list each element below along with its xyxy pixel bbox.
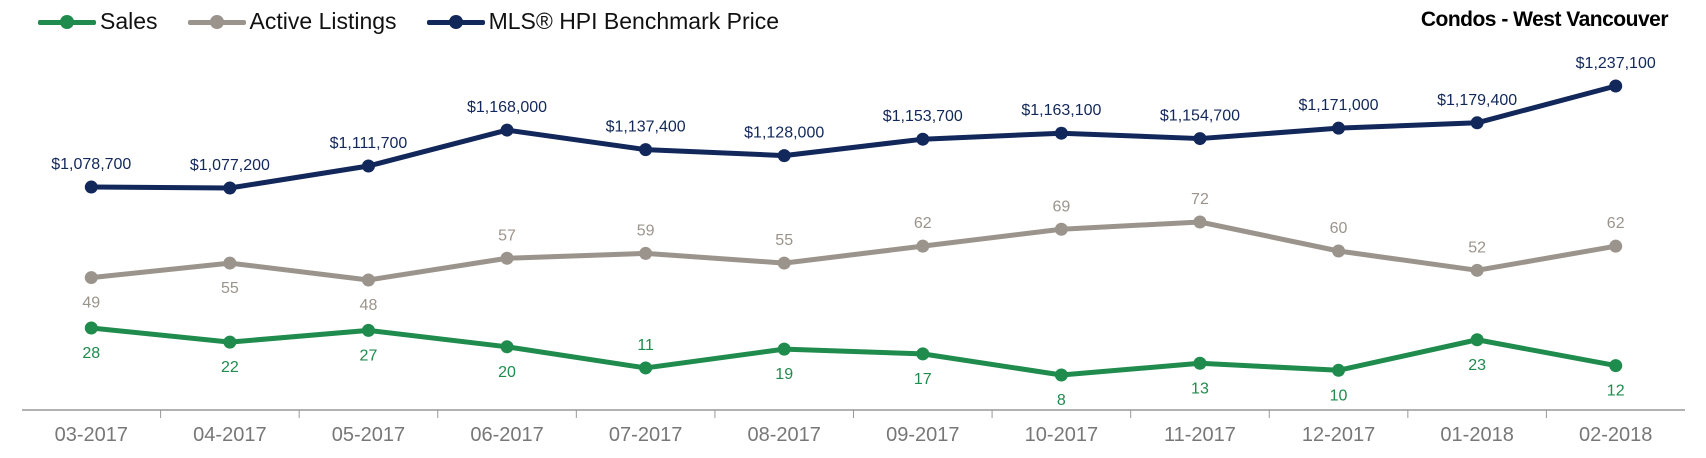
data-point-listings: [223, 256, 237, 270]
data-point-listings: [1609, 239, 1623, 253]
chart-legend: Sales Active Listings MLS® HPI Benchmark…: [38, 8, 809, 35]
legend-label-sales: Sales: [100, 8, 158, 34]
x-tick-label: 02-2018: [1579, 424, 1652, 446]
data-point-hpi: [1332, 121, 1346, 135]
data-label-listings: 48: [360, 297, 378, 314]
data-label-listings: 62: [1607, 215, 1625, 232]
data-point-sales: [84, 321, 98, 335]
legend-label-listings: Active Listings: [249, 8, 397, 34]
data-label-sales: 28: [82, 345, 100, 362]
data-point-listings: [1470, 263, 1484, 277]
data-point-listings: [916, 239, 930, 253]
x-tick-label: 03-2017: [55, 424, 128, 446]
data-label-sales: 27: [360, 347, 378, 364]
data-label-hpi: $1,154,700: [1160, 108, 1240, 125]
data-point-hpi: [1054, 126, 1068, 140]
legend-swatch-listings: [187, 14, 246, 30]
data-point-hpi: [1609, 79, 1623, 93]
data-point-sales: [777, 342, 791, 356]
series-line-sales: [88, 325, 1619, 378]
x-tick-label: 09-2017: [886, 424, 959, 446]
data-label-sales: 12: [1607, 383, 1625, 400]
data-point-sales: [1193, 356, 1207, 370]
data-label-hpi: $1,153,700: [883, 108, 963, 125]
legend-swatch-sales: [38, 14, 96, 30]
data-point-hpi: [639, 143, 653, 157]
x-tick-label: 08-2017: [748, 424, 821, 446]
data-label-hpi: $1,179,400: [1437, 92, 1517, 109]
data-label-hpi: $1,163,100: [1021, 102, 1101, 119]
legend-label-hpi: MLS® HPI Benchmark Price: [488, 8, 780, 34]
x-tick-label: 04-2017: [193, 424, 266, 446]
data-point-hpi: [916, 132, 930, 146]
legend-item-sales: Sales: [38, 8, 158, 35]
data-label-listings: 62: [914, 215, 932, 232]
data-point-hpi: [223, 181, 237, 195]
data-point-listings: [84, 271, 98, 285]
x-tick-label: 06-2017: [470, 424, 543, 446]
data-label-listings: 57: [498, 227, 516, 244]
data-point-sales: [1609, 359, 1623, 373]
data-point-hpi: [777, 149, 791, 163]
x-tick-label: 01-2018: [1440, 424, 1513, 446]
data-point-listings: [639, 246, 653, 260]
data-label-listings: 72: [1191, 191, 1209, 208]
data-label-sales: 10: [1330, 387, 1348, 404]
data-point-sales: [639, 361, 653, 375]
data-point-sales: [500, 340, 514, 354]
data-label-hpi: $1,128,000: [744, 125, 824, 142]
data-label-listings: 55: [775, 232, 793, 249]
legend-swatch-hpi: [426, 14, 485, 30]
data-point-listings: [500, 251, 514, 265]
data-label-sales: 13: [1191, 380, 1209, 397]
data-point-sales: [1470, 333, 1484, 347]
data-point-listings: [1332, 244, 1346, 258]
data-label-hpi: $1,168,000: [467, 99, 547, 116]
data-point-listings: [361, 273, 375, 287]
data-point-listings: [1193, 215, 1207, 229]
series-line-hpi: [88, 83, 1619, 191]
x-tick-label: 12-2017: [1302, 424, 1375, 446]
data-label-hpi: $1,078,700: [51, 156, 131, 173]
data-point-hpi: [1193, 132, 1207, 146]
data-point-sales: [361, 323, 375, 337]
legend-item-hpi: MLS® HPI Benchmark Price: [426, 8, 780, 35]
chart-title: Condos - West Vancouver: [1420, 8, 1669, 31]
data-label-sales: 23: [1468, 357, 1486, 374]
data-point-hpi: [500, 123, 514, 137]
series-line-listings: [88, 219, 1619, 283]
data-label-listings: 52: [1468, 239, 1486, 256]
data-point-hpi: [1470, 116, 1484, 130]
data-label-listings: 55: [221, 280, 239, 297]
data-label-sales: 11: [637, 337, 654, 354]
x-tick-label: 07-2017: [609, 424, 682, 446]
data-label-sales: 22: [221, 359, 239, 376]
data-label-listings: 59: [637, 222, 655, 239]
data-label-hpi: $1,237,100: [1576, 55, 1656, 72]
data-point-sales: [916, 347, 930, 361]
data-label-hpi: $1,171,000: [1299, 97, 1379, 114]
data-label-listings: 49: [82, 295, 100, 312]
x-tick-label: 11-2017: [1164, 424, 1236, 446]
data-point-listings: [777, 256, 791, 270]
data-label-sales: 19: [775, 366, 793, 383]
data-label-sales: 20: [498, 364, 516, 381]
data-point-listings: [1054, 222, 1068, 236]
data-point-sales: [223, 335, 237, 349]
data-label-hpi: $1,111,700: [330, 135, 408, 152]
data-point-hpi: [361, 159, 375, 173]
data-label-sales: 17: [914, 371, 932, 388]
data-label-hpi: $1,077,200: [190, 157, 270, 174]
data-label-sales: 8: [1057, 392, 1066, 409]
legend-item-listings: Active Listings: [187, 8, 397, 35]
x-tick-label: 10-2017: [1025, 424, 1098, 446]
data-point-hpi: [84, 180, 98, 194]
data-label-listings: 69: [1052, 198, 1070, 215]
data-point-sales: [1332, 363, 1346, 377]
data-label-listings: 60: [1330, 220, 1348, 237]
data-point-sales: [1054, 368, 1068, 382]
x-tick-label: 05-2017: [332, 424, 405, 446]
data-label-hpi: $1,137,400: [606, 119, 686, 136]
